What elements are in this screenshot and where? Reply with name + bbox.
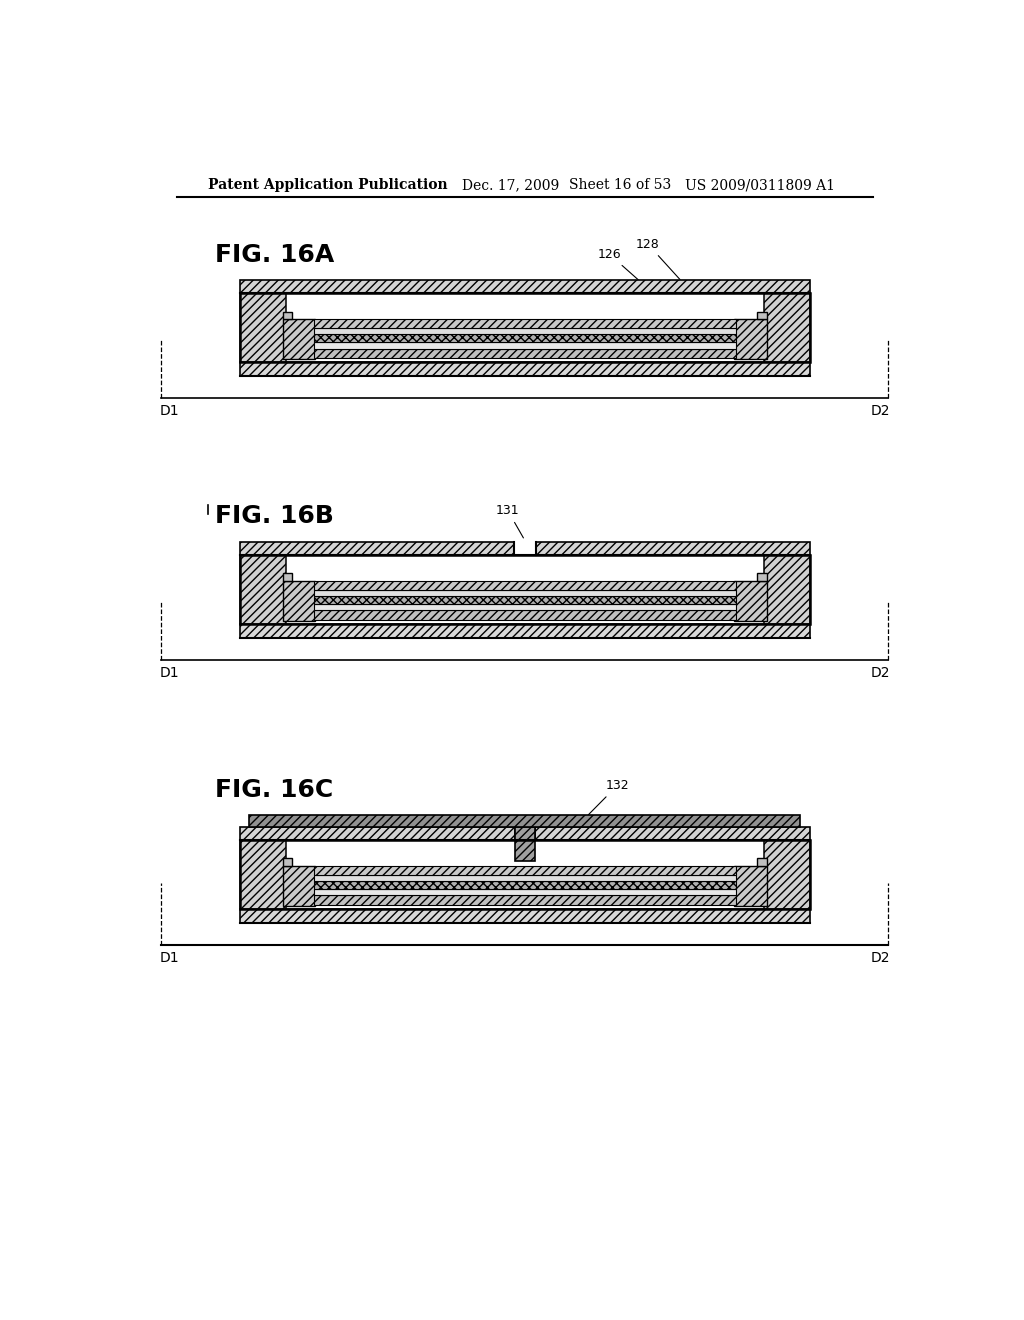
Polygon shape bbox=[313, 875, 736, 880]
Text: Sheet 16 of 53: Sheet 16 of 53 bbox=[569, 178, 672, 193]
Text: Patent Application Publication: Patent Application Publication bbox=[208, 178, 447, 193]
Polygon shape bbox=[313, 348, 736, 358]
Polygon shape bbox=[283, 312, 292, 319]
Polygon shape bbox=[313, 319, 736, 327]
Polygon shape bbox=[313, 595, 736, 605]
Polygon shape bbox=[313, 610, 736, 619]
Text: D2: D2 bbox=[870, 665, 890, 680]
Text: FIG. 16C: FIG. 16C bbox=[215, 777, 334, 801]
Text: 132: 132 bbox=[589, 779, 629, 814]
Polygon shape bbox=[764, 840, 810, 909]
Polygon shape bbox=[240, 826, 515, 840]
Text: 126: 126 bbox=[598, 248, 638, 280]
Polygon shape bbox=[764, 293, 810, 363]
Text: Dec. 17, 2009: Dec. 17, 2009 bbox=[462, 178, 559, 193]
Polygon shape bbox=[734, 319, 767, 359]
Polygon shape bbox=[764, 554, 810, 624]
Polygon shape bbox=[734, 581, 767, 622]
Polygon shape bbox=[758, 858, 767, 866]
Polygon shape bbox=[535, 826, 810, 840]
Text: 131: 131 bbox=[496, 504, 523, 539]
Polygon shape bbox=[240, 293, 286, 363]
Polygon shape bbox=[313, 880, 736, 890]
Polygon shape bbox=[313, 581, 736, 590]
Text: D2: D2 bbox=[870, 950, 890, 965]
Polygon shape bbox=[240, 840, 286, 909]
Polygon shape bbox=[313, 895, 736, 904]
Text: D1: D1 bbox=[160, 404, 179, 418]
Polygon shape bbox=[313, 866, 736, 875]
Polygon shape bbox=[515, 826, 535, 861]
Text: FIG. 16B: FIG. 16B bbox=[215, 504, 334, 528]
Polygon shape bbox=[240, 280, 810, 293]
Polygon shape bbox=[283, 573, 292, 581]
Polygon shape bbox=[313, 890, 736, 895]
Polygon shape bbox=[313, 590, 736, 595]
Polygon shape bbox=[249, 816, 801, 826]
Polygon shape bbox=[240, 543, 514, 554]
Text: 128: 128 bbox=[636, 238, 680, 280]
Text: US 2009/0311809 A1: US 2009/0311809 A1 bbox=[685, 178, 835, 193]
Text: D1: D1 bbox=[160, 950, 179, 965]
Polygon shape bbox=[240, 624, 810, 638]
Polygon shape bbox=[240, 554, 286, 624]
Text: D2: D2 bbox=[870, 404, 890, 418]
Polygon shape bbox=[313, 334, 736, 342]
Polygon shape bbox=[283, 866, 315, 906]
Polygon shape bbox=[313, 605, 736, 610]
Polygon shape bbox=[313, 327, 736, 334]
Polygon shape bbox=[758, 573, 767, 581]
Polygon shape bbox=[283, 858, 292, 866]
Text: D1: D1 bbox=[160, 665, 179, 680]
Polygon shape bbox=[734, 866, 767, 906]
Polygon shape bbox=[536, 543, 810, 554]
Polygon shape bbox=[758, 312, 767, 319]
Text: FIG. 16A: FIG. 16A bbox=[215, 243, 335, 267]
Polygon shape bbox=[240, 909, 810, 923]
Polygon shape bbox=[283, 581, 315, 622]
Polygon shape bbox=[283, 319, 315, 359]
Polygon shape bbox=[313, 342, 736, 348]
Polygon shape bbox=[240, 363, 810, 376]
